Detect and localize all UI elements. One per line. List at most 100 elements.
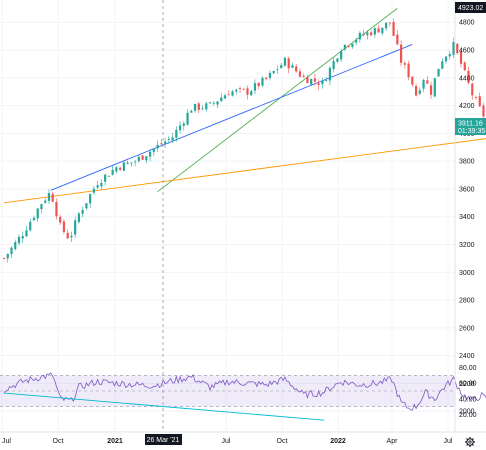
candle-body [62,221,66,232]
candle-body [104,174,107,182]
candle-body [362,33,365,36]
candle-body [429,85,433,95]
candle-body [384,22,388,29]
candle-body [355,39,358,43]
candle-body [332,60,335,70]
candle-body [145,156,148,161]
candle-body [306,77,309,84]
candle-body [44,200,47,203]
time-tick-label: Jul [444,438,453,445]
candle-body [10,247,13,255]
candle-body [313,78,317,82]
candle-body [134,161,137,163]
rsi-tick-label: 60.00 [459,381,477,388]
candle-body [197,103,200,110]
candle-body [377,28,380,33]
candle-body [238,88,242,89]
candle-body [21,236,24,239]
candle-body [14,242,17,250]
gear-icon[interactable] [465,437,475,447]
candle-body [122,162,125,171]
candle-body [201,108,204,110]
candle-body [212,102,215,104]
candle-body [302,76,305,78]
time-tick-label: Apr [387,438,399,445]
candle-body [51,194,54,202]
candle-body [437,68,440,77]
trendlines[interactable] [3,7,486,421]
time-tick-label: 2021 [107,438,123,445]
candle-body [156,144,159,149]
candle-body [261,77,264,86]
rsi-pane [0,372,486,411]
candle-body [29,221,32,231]
trendline[interactable] [157,7,398,193]
candle-body [414,86,418,96]
candle-body [325,80,328,82]
candle-body [253,83,257,91]
time-tick-label: Jul [222,438,231,445]
candle-body [351,43,354,47]
candle-body [276,69,279,71]
candle-body [216,101,219,105]
candle-body [396,34,399,45]
candle-body [381,27,384,34]
candle-body [321,80,324,85]
candle-body [190,110,193,113]
last-price-label: 3911.16 [458,121,483,128]
price-tick-label: 2400 [459,353,475,360]
price-tick-label: 3600 [459,186,475,193]
candle-body [373,28,376,35]
price-tick-label: 4400 [459,75,475,82]
candle-body [336,58,339,62]
candle-body [407,63,410,78]
price-tick-label: 3800 [459,159,475,166]
price-tick-label: 4200 [459,103,475,110]
price-tick-label: 2600 [459,325,475,332]
candle-body [32,217,36,221]
crosshair-date-badge [145,434,182,445]
candle-body [250,91,253,96]
candle-body [444,56,448,62]
candle-body [130,162,133,164]
candle-body [40,204,43,210]
candle-body [193,103,197,111]
candle-body [370,32,373,36]
candle-body [235,89,238,92]
candle-body [119,167,122,170]
candle-body [358,32,361,40]
candle-body [182,123,185,126]
candle-body [178,125,182,131]
candle-body [126,162,129,164]
time-axis[interactable]: Jul Oct 2021 Jul Oct 2022 Apr Jul [2,438,453,445]
price-axis[interactable]: 4800460044004200400038003600340032003000… [459,20,475,416]
price-tick-label: 2200 [459,381,475,388]
candle-body [36,208,39,219]
candle-body [482,105,485,117]
trendline[interactable] [3,392,325,421]
trendline[interactable] [3,132,486,204]
rsi-line [3,372,486,411]
candle-body [163,141,167,144]
candle-body [77,213,81,223]
candle-body [74,220,77,235]
candle-body [283,57,287,66]
candle-body [441,61,444,69]
candle-body [171,137,174,141]
candle-body [295,66,298,72]
candle-body [231,91,234,96]
candle-body [205,103,208,110]
price-tick-label: 2800 [459,298,475,305]
candle-body [160,143,163,145]
candle-body [268,72,272,78]
price-tick-label: 2000 [459,409,475,416]
candle-body [96,185,99,188]
candle-body [310,79,313,85]
candle-body [246,88,249,95]
rsi-tick-label: 80.00 [459,365,477,372]
candle-body [167,138,170,140]
countdown-label: 01:39:35 [458,128,485,135]
trendline[interactable] [50,44,413,191]
price-tick-label: 4800 [459,20,475,27]
